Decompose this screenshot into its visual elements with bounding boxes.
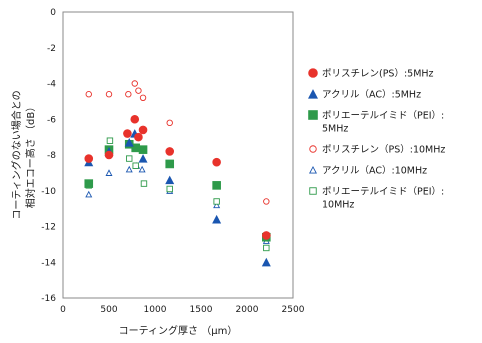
y-tick-label: -16 bbox=[41, 294, 56, 304]
x-tick-label: 1500 bbox=[190, 305, 213, 315]
data-point bbox=[84, 154, 94, 163]
legend-marker bbox=[308, 68, 318, 78]
data-point bbox=[261, 257, 271, 267]
y-tick-label: -2 bbox=[47, 44, 56, 54]
legend-marker bbox=[308, 110, 318, 120]
y-tick-label: 0 bbox=[50, 8, 56, 18]
data-point bbox=[106, 137, 114, 144]
x-tick-label: 2500 bbox=[282, 305, 305, 315]
data-point bbox=[138, 154, 148, 163]
x-tick-label: 1000 bbox=[144, 305, 167, 315]
data-point bbox=[138, 145, 148, 154]
data-point bbox=[138, 125, 148, 135]
data-marks bbox=[84, 80, 271, 267]
legend-label: ポリスチレン（PS）:10MHz bbox=[322, 144, 445, 156]
data-point bbox=[166, 185, 173, 193]
legend-marker bbox=[309, 187, 317, 195]
y-axis-title: コーティングのない場合との 相対エコー高さ （dB） bbox=[10, 90, 37, 219]
data-point bbox=[140, 180, 148, 187]
plot-area bbox=[62, 11, 294, 299]
data-point bbox=[165, 147, 175, 156]
y-axis-title-line-1: コーティングのない場合との bbox=[10, 90, 23, 219]
x-tick-label: 500 bbox=[100, 305, 117, 315]
data-point bbox=[262, 231, 271, 240]
data-point bbox=[135, 87, 142, 94]
legend-label: 10MHz bbox=[322, 200, 354, 211]
data-point bbox=[125, 91, 132, 98]
y-tick-label: -6 bbox=[47, 115, 56, 125]
legend: ポリスチレン(PS）:5MHz アクリル（AC）:5MHz ポリエーテルイミド（PE… bbox=[308, 68, 445, 211]
legend-marker bbox=[309, 165, 317, 174]
data-point bbox=[134, 132, 143, 142]
data-point bbox=[85, 91, 92, 98]
x-axis-title: コーティング厚さ （μm） bbox=[119, 324, 238, 337]
x-tick-group: 0 500 1000 1500 2000 2500 bbox=[60, 305, 305, 315]
x-tick-label: 2000 bbox=[236, 305, 259, 315]
data-point bbox=[166, 119, 173, 127]
data-point bbox=[130, 114, 140, 124]
legend-label: ポリスチレン(PS）:5MHz bbox=[322, 68, 434, 80]
data-point bbox=[123, 129, 132, 138]
y-tick-label: -4 bbox=[47, 80, 56, 90]
legend-label: ポリエーテルイミド（PEI）: bbox=[322, 186, 444, 198]
data-point bbox=[212, 214, 222, 224]
data-point bbox=[84, 179, 94, 188]
data-point bbox=[105, 91, 113, 98]
legend-label: アクリル（AC）:5MHz bbox=[322, 89, 421, 101]
legend-label: ポリエーテルイミド（PEI）: bbox=[322, 110, 444, 122]
legend-marker bbox=[309, 145, 317, 153]
data-point bbox=[263, 198, 270, 205]
data-point bbox=[139, 94, 147, 102]
data-point bbox=[105, 169, 113, 176]
data-point bbox=[104, 150, 114, 160]
data-point bbox=[124, 138, 134, 147]
data-point bbox=[263, 244, 270, 252]
x-tick-label: 0 bbox=[60, 305, 66, 315]
legend-label: アクリル（AC）:10MHz bbox=[322, 165, 427, 177]
data-point bbox=[138, 165, 146, 173]
data-point bbox=[212, 157, 221, 167]
data-point bbox=[131, 80, 138, 87]
legend-marker bbox=[308, 89, 318, 99]
data-point bbox=[165, 159, 175, 169]
y-tick-label: -12 bbox=[41, 223, 56, 233]
data-point bbox=[212, 181, 221, 190]
y-tick-group: 0 -2 -4 -6 -8 -10 -12 -14 -16 bbox=[41, 8, 56, 304]
y-tick-label: -8 bbox=[47, 151, 56, 161]
data-point bbox=[126, 155, 133, 162]
y-tick-label: -14 bbox=[41, 258, 56, 268]
data-point bbox=[165, 175, 175, 185]
y-tick-label: -10 bbox=[41, 187, 56, 197]
legend-label: 5MHz bbox=[322, 124, 348, 135]
data-point bbox=[213, 201, 221, 209]
data-point bbox=[132, 162, 139, 169]
y-axis-title-line-2: 相対エコー高さ （dB） bbox=[24, 102, 37, 208]
data-point bbox=[85, 190, 93, 198]
data-point bbox=[213, 198, 220, 205]
data-point bbox=[125, 165, 133, 173]
